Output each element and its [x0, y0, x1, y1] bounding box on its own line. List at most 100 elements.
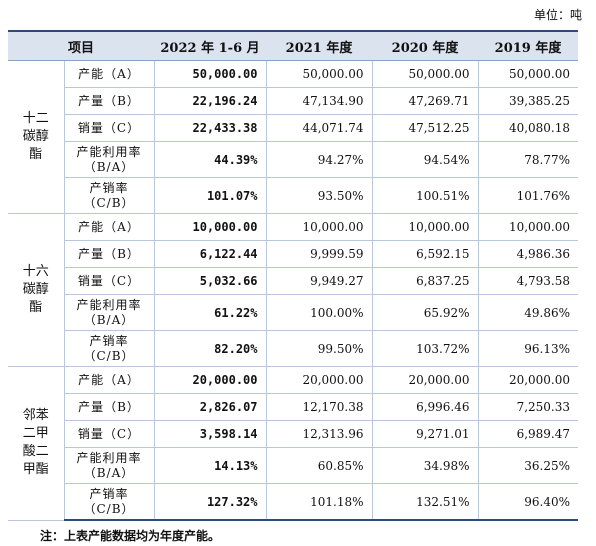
value-2020: 34.98% [372, 447, 479, 484]
value-2022h1: 22,196.24 [154, 87, 267, 115]
value-2020: 103.72% [372, 330, 479, 367]
value-2020: 100.51% [372, 177, 479, 214]
value-2021: 9,949.27 [266, 267, 373, 295]
value-2021: 50,000.00 [266, 60, 373, 88]
value-2021: 47,134.90 [266, 87, 373, 115]
value-2022h1: 44.39% [154, 141, 267, 178]
table-header: 项目 2022 年 1-6 月 2021 年度 2020 年度 2019 年度 [8, 30, 579, 61]
metric-label: 产能利用率 （B/A） [64, 294, 155, 331]
metric-label: 销量（C） [64, 267, 155, 295]
metric-label: 产销率 （C/B） [64, 330, 155, 367]
value-2022h1: 22,433.38 [154, 114, 267, 142]
value-2019: 10,000.00 [478, 213, 579, 241]
value-2020: 20,000.00 [372, 366, 479, 394]
value-2021: 10,000.00 [266, 213, 373, 241]
value-2022h1: 5,032.66 [154, 267, 267, 295]
value-2021: 99.50% [266, 330, 373, 367]
header-2021: 2021 年度 [266, 30, 373, 61]
metric-label: 产能利用率 （B/A） [64, 141, 155, 178]
table-row: 产量（B） 2,826.07 12,170.38 6,996.46 7,250.33 [8, 393, 579, 421]
product-name: 十二 碳醇 酯 [8, 60, 65, 214]
value-2021: 60.85% [266, 447, 373, 484]
value-2021: 20,000.00 [266, 366, 373, 394]
table-row: 产能利用率 （B/A） 14.13% 60.85% 34.98% 36.25% [8, 447, 579, 484]
value-2021: 44,071.74 [266, 114, 373, 142]
value-2021: 94.27% [266, 141, 373, 178]
footnote: 注：上表产能数据均为年度产能。 [40, 529, 221, 543]
metric-label: 产能（A） [64, 60, 155, 88]
value-2021: 12,170.38 [266, 393, 373, 421]
metric-label: 产销率 （C/B） [64, 177, 155, 214]
value-2019: 96.40% [478, 483, 579, 521]
metric-label: 产能（A） [64, 366, 155, 394]
value-2022h1: 14.13% [154, 447, 267, 484]
value-2020: 6,996.46 [372, 393, 479, 421]
capacity-table: 项目 2022 年 1-6 月 2021 年度 2020 年度 2019 年度 … [8, 30, 579, 521]
table-body: 十二 碳醇 酯产能（A） 50,000.00 50,000.00 50,000.00 5… [8, 60, 579, 521]
metric-label: 产能（A） [64, 213, 155, 241]
value-2022h1: 61.22% [154, 294, 267, 331]
value-2019: 4,986.36 [478, 240, 579, 268]
value-2019: 50,000.00 [478, 60, 579, 88]
value-2020: 132.51% [372, 483, 479, 521]
value-2022h1: 50,000.00 [154, 60, 267, 88]
metric-label: 产量（B） [64, 87, 155, 115]
value-2022h1: 6,122.44 [154, 240, 267, 268]
value-2019: 39,385.25 [478, 87, 579, 115]
value-2020: 65.92% [372, 294, 479, 331]
value-2020: 47,269.71 [372, 87, 479, 115]
value-2022h1: 101.07% [154, 177, 267, 214]
value-2022h1: 127.32% [154, 483, 267, 521]
unit-label: 单位：吨 [533, 8, 582, 22]
table-row: 产能利用率 （B/A） 61.22% 100.00% 65.92% 49.86% [8, 294, 579, 331]
value-2022h1: 2,826.07 [154, 393, 267, 421]
product-name: 十六 碳醇 酯 [8, 213, 65, 367]
value-2020: 6,592.15 [372, 240, 479, 268]
value-2019: 6,989.47 [478, 420, 579, 448]
value-2021: 93.50% [266, 177, 373, 214]
metric-label: 产销率 （C/B） [64, 483, 155, 521]
table-row: 产销率 （C/B） 101.07% 93.50% 100.51% 101.76% [8, 177, 579, 214]
header-2019: 2019 年度 [478, 30, 579, 61]
value-2022h1: 3,598.14 [154, 420, 267, 448]
product-name: 邻苯 二甲 酸二 甲酯 [8, 366, 65, 521]
value-2022h1: 82.20% [154, 330, 267, 367]
header-2020: 2020 年度 [372, 30, 479, 61]
value-2019: 78.77% [478, 141, 579, 178]
metric-label: 销量（C） [64, 420, 155, 448]
table-row: 产销率 （C/B） 127.32% 101.18% 132.51% 96.40% [8, 483, 579, 521]
value-2020: 47,512.25 [372, 114, 479, 142]
table-row: 产能利用率 （B/A） 44.39% 94.27% 94.54% 78.77% [8, 141, 579, 178]
table-row: 邻苯 二甲 酸二 甲酯 产能（A） 20,000.00 20,000.00 20,000… [8, 366, 579, 521]
table-row: 十二 碳醇 酯产能（A） 50,000.00 50,000.00 50,000.00 5… [8, 60, 579, 214]
value-2019: 101.76% [478, 177, 579, 214]
table-row: 产量（B） 22,196.24 47,134.90 47,269.71 39,385.2… [8, 87, 579, 115]
value-2019: 20,000.00 [478, 366, 579, 394]
value-2021: 100.00% [266, 294, 373, 331]
header-2022h1: 2022 年 1-6 月 [154, 30, 267, 61]
metric-label: 销量（C） [64, 114, 155, 142]
table-row: 产销率 （C/B） 82.20% 99.50% 103.72% 96.13% [8, 330, 579, 367]
value-2019: 40,080.18 [478, 114, 579, 142]
value-2019: 96.13% [478, 330, 579, 367]
value-2021: 101.18% [266, 483, 373, 521]
value-2020: 6,837.25 [372, 267, 479, 295]
value-2019: 4,793.58 [478, 267, 579, 295]
table-row: 产量（B） 6,122.44 9,999.59 6,592.15 4,986.36 [8, 240, 579, 268]
value-2022h1: 20,000.00 [154, 366, 267, 394]
value-2020: 50,000.00 [372, 60, 479, 88]
value-2020: 10,000.00 [372, 213, 479, 241]
value-2021: 9,999.59 [266, 240, 373, 268]
value-2019: 36.25% [478, 447, 579, 484]
value-2019: 7,250.33 [478, 393, 579, 421]
table-row: 销量（C） 5,032.66 9,949.27 6,837.25 4,793.58 [8, 267, 579, 295]
value-2021: 12,313.96 [266, 420, 373, 448]
table-row: 销量（C） 3,598.14 12,313.96 9,271.01 6,989.47 [8, 420, 579, 448]
metric-label: 产量（B） [64, 393, 155, 421]
header-item: 项目 [8, 30, 155, 61]
value-2020: 94.54% [372, 141, 479, 178]
table-row: 十六 碳醇 酯产能（A） 10,000.00 10,000.00 10,000.00 1… [8, 213, 579, 367]
table-row: 销量（C） 22,433.38 44,071.74 47,512.25 40,080.1… [8, 114, 579, 142]
value-2019: 49.86% [478, 294, 579, 331]
value-2020: 9,271.01 [372, 420, 479, 448]
